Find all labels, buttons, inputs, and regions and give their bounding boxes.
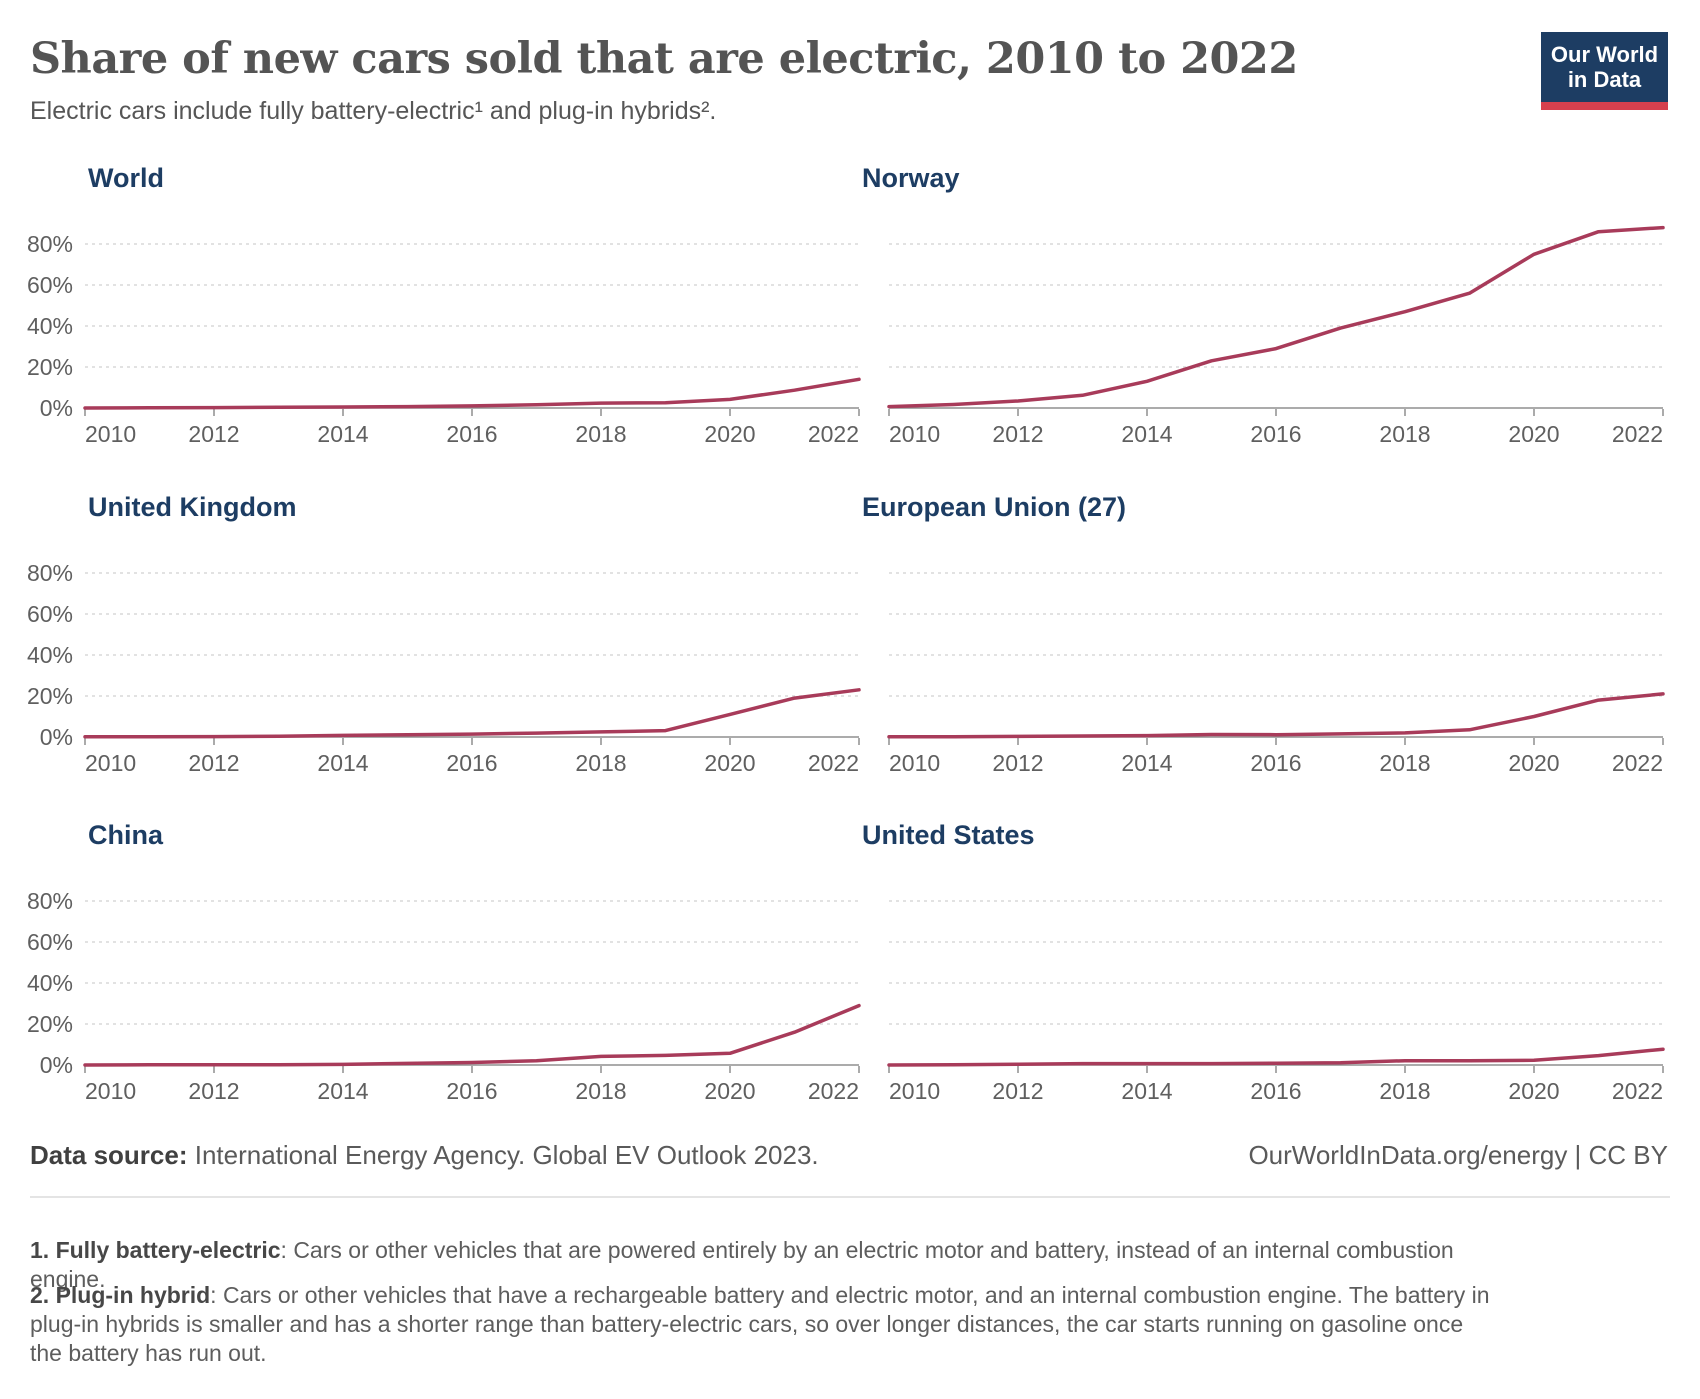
x-tick-label-2014: 2014	[1121, 421, 1172, 447]
footnote-2-lead: 2. Plug-in hybrid	[30, 1282, 211, 1308]
x-tick-label-2012: 2012	[188, 421, 239, 447]
x-tick-label-2018: 2018	[575, 750, 626, 776]
facet-chart-united-kingdom: 0% 20% 40% 60% 80% 2010 2012 2014 2016 2018 2020 20…	[27, 560, 861, 776]
x-tick-label-2022: 2022	[1612, 421, 1663, 447]
facet-title-european-union-27-: European Union (27)	[862, 492, 1127, 522]
x-tick-label-2018: 2018	[1379, 750, 1430, 776]
x-tick-label-2012: 2012	[992, 1078, 1043, 1104]
y-tick-label-60%: 60%	[27, 272, 73, 298]
data-source-label: Data source:	[30, 1140, 188, 1170]
x-tick-label-2014: 2014	[1121, 750, 1172, 776]
x-tick-label-2022: 2022	[1612, 750, 1663, 776]
y-tick-label-20%: 20%	[27, 354, 73, 380]
footnote-1: 1. Fully battery-electric: Cars or other…	[30, 1236, 1495, 1294]
data-line-world	[83, 377, 861, 410]
facet-title-norway: Norway	[862, 163, 960, 193]
x-tick-label-2020: 2020	[704, 750, 755, 776]
data-line-european-union-27-	[887, 692, 1665, 739]
x-tick-label-2012: 2012	[188, 1078, 239, 1104]
y-tick-label-20%: 20%	[27, 683, 73, 709]
x-tick-label-2012: 2012	[992, 421, 1043, 447]
footer-divider	[30, 1196, 1670, 1198]
x-tick-label-2014: 2014	[1121, 1078, 1172, 1104]
x-tick-label-2016: 2016	[1250, 750, 1301, 776]
y-tick-label-0%: 0%	[40, 1052, 73, 1078]
facet-title-united-states: United States	[862, 820, 1035, 850]
x-tick-label-2016: 2016	[1250, 421, 1301, 447]
x-tick-label-2012: 2012	[992, 750, 1043, 776]
y-tick-label-20%: 20%	[27, 1011, 73, 1037]
x-tick-label-2022: 2022	[1612, 1078, 1663, 1104]
facet-title-china: China	[88, 820, 164, 850]
x-tick-label-2020: 2020	[1508, 750, 1559, 776]
owid-logo-text: Our World in Data	[1541, 32, 1668, 102]
footnote-2-text: : Cars or other vehicles that have a rec…	[30, 1282, 1490, 1366]
x-tick-label-2018: 2018	[575, 421, 626, 447]
y-tick-label-40%: 40%	[27, 313, 73, 339]
x-tick-label-2020: 2020	[704, 1078, 755, 1104]
x-tick-label-2016: 2016	[446, 750, 497, 776]
x-tick-label-2022: 2022	[808, 750, 859, 776]
page-title: Share of new cars sold that are electric…	[30, 34, 1298, 84]
page-subtitle: Electric cars include fully battery-elec…	[30, 97, 717, 125]
x-tick-label-2016: 2016	[446, 1078, 497, 1104]
x-tick-label-2010: 2010	[85, 1078, 136, 1104]
footnote-2: 2. Plug-in hybrid: Cars or other vehicle…	[30, 1281, 1495, 1368]
y-tick-label-0%: 0%	[40, 724, 73, 750]
y-tick-label-80%: 80%	[27, 231, 73, 257]
data-source-line: Data source: International Energy Agency…	[30, 1140, 819, 1171]
x-tick-label-2016: 2016	[446, 421, 497, 447]
x-tick-label-2018: 2018	[1379, 421, 1430, 447]
data-source-text: International Energy Agency. Global EV O…	[187, 1140, 819, 1170]
facet-chart-united-states: 2010 2012 2014 2016 2018 2020 2022	[887, 900, 1665, 1104]
owid-link: OurWorldInData.org/energy | CC BY	[1248, 1140, 1668, 1170]
y-tick-label-60%: 60%	[27, 601, 73, 627]
x-tick-label-2010: 2010	[889, 421, 940, 447]
x-tick-label-2014: 2014	[317, 750, 368, 776]
x-tick-label-2014: 2014	[317, 421, 368, 447]
x-tick-label-2010: 2010	[85, 421, 136, 447]
data-line-china	[83, 1003, 861, 1067]
footnote-1-text: : Cars or other vehicles that are powere…	[30, 1237, 1454, 1292]
owid-logo: Our World in Data	[1541, 32, 1668, 110]
y-tick-label-60%: 60%	[27, 929, 73, 955]
y-tick-label-0%: 0%	[40, 395, 73, 421]
y-tick-label-80%: 80%	[27, 560, 73, 586]
x-tick-label-2010: 2010	[889, 1078, 940, 1104]
y-tick-label-80%: 80%	[27, 888, 73, 914]
x-tick-label-2014: 2014	[317, 1078, 368, 1104]
x-tick-label-2022: 2022	[808, 1078, 859, 1104]
y-tick-label-40%: 40%	[27, 642, 73, 668]
x-tick-label-2020: 2020	[1508, 1078, 1559, 1104]
owid-logo-line1: Our World	[1550, 42, 1659, 67]
owid-logo-line2: in Data	[1567, 67, 1642, 92]
x-tick-label-2020: 2020	[704, 421, 755, 447]
data-line-norway	[887, 225, 1665, 409]
x-tick-label-2020: 2020	[1508, 421, 1559, 447]
facet-chart-china: 0% 20% 40% 60% 80% 2010 2012 2014 2016 2018 2020 20…	[27, 888, 861, 1104]
data-line-united-kingdom	[83, 688, 861, 739]
x-tick-label-2016: 2016	[1250, 1078, 1301, 1104]
x-tick-label-2018: 2018	[575, 1078, 626, 1104]
facet-title-world: World	[88, 163, 164, 193]
x-tick-label-2012: 2012	[188, 750, 239, 776]
footnote-1-lead: 1. Fully battery-electric	[30, 1237, 281, 1263]
x-tick-label-2010: 2010	[889, 750, 940, 776]
facet-chart-european-union-27-: 2010 2012 2014 2016 2018 2020 2022	[887, 572, 1665, 776]
x-tick-label-2022: 2022	[808, 421, 859, 447]
owid-logo-red-bar	[1541, 102, 1668, 110]
data-line-united-states	[887, 1047, 1665, 1067]
facet-title-united-kingdom: United Kingdom	[88, 492, 297, 522]
facet-chart-norway: 2010 2012 2014 2016 2018 2020 2022	[887, 225, 1665, 447]
y-tick-label-40%: 40%	[27, 970, 73, 996]
facet-chart-world: 0% 20% 40% 60% 80% 2010 2012 2014 2016 2018 2020 20…	[27, 231, 861, 447]
x-tick-label-2010: 2010	[85, 750, 136, 776]
x-tick-label-2018: 2018	[1379, 1078, 1430, 1104]
